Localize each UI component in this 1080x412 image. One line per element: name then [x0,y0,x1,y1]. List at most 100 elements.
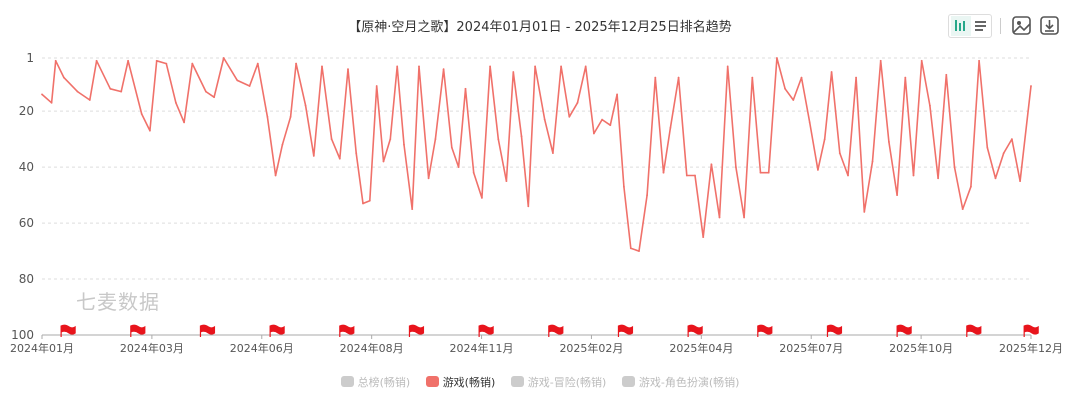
data-point [654,76,657,79]
data-point [312,155,315,157]
x-tick-label: 2024年06月 [230,341,294,355]
data-point [274,174,277,177]
data-point [205,90,207,93]
grid [42,57,1031,280]
list-icon[interactable] [971,15,991,37]
data-point [434,138,437,141]
data-point [396,65,399,68]
chart-title: 【原神·空月之歌】2024年01月01日 - 2025年12月25日排名趋势 [348,20,732,35]
data-point [1002,152,1005,155]
flag-icon [478,324,494,337]
data-point [222,57,225,59]
data-point [289,115,292,118]
data-point [759,171,762,174]
x-tick-label: 2025年07月 [779,341,843,355]
data-point [543,118,546,121]
data-point [355,152,358,155]
data-point [735,166,737,169]
data-point [961,208,964,211]
x-tick-label: 2024年11月 [450,341,514,355]
chart-view-toggle[interactable] [948,14,992,38]
flag-shape [339,324,355,337]
data-point [450,146,453,149]
data-point [175,101,177,104]
data-point [743,216,745,219]
flag-icon [826,324,843,337]
data-point [505,180,508,183]
data-point [726,65,729,68]
data-point [330,138,333,141]
data-point [213,96,216,99]
data-point [520,135,523,138]
legend: 总榜(畅销) 游戏(畅销) 游戏-冒险(畅销) 游戏-角色扮演(畅销) [0,374,1080,390]
data-point [776,57,778,59]
data-point [584,65,587,68]
legend-swatch [340,376,354,387]
data-point [382,160,385,163]
data-point [685,174,688,177]
data-point [534,65,536,68]
data-point [155,59,158,62]
image-icon[interactable] [1010,14,1036,38]
data-point [512,71,515,73]
flag-shape [757,324,773,337]
data-point [375,85,378,87]
data-point [710,163,713,166]
x-tick-label: 2024年01月 [10,341,74,355]
watermark: 七麦数据 [76,290,160,314]
flag-shape [826,324,843,337]
data-point [95,59,98,62]
data-point [281,143,284,146]
x-tick-label: 2025年10月 [889,341,953,355]
data-point [191,62,194,65]
data-point [986,146,989,149]
data-point [669,127,672,129]
data-point [896,194,898,197]
data-point [295,62,297,65]
data-point [879,59,882,62]
legend-item-adventure[interactable]: 游戏-冒险(畅销) [510,374,606,390]
legend-item-rpg[interactable]: 游戏-角色扮演(畅销) [621,374,739,390]
bar-chart-icon[interactable] [949,15,993,37]
data-point [817,169,819,171]
data-point [601,118,603,121]
legend-swatch [510,376,524,387]
data-point [888,141,890,143]
data-point [266,115,269,118]
x-tick-label: 2024年08月 [340,341,404,355]
download-icon[interactable] [1038,14,1064,38]
data-point [662,171,665,174]
y-axis: 1 20 40 60 80 100 [11,51,34,342]
flag-icon [548,324,564,337]
data-point [568,115,571,118]
data-point [576,101,579,104]
flag-shape [130,324,146,337]
data-point [1011,138,1013,141]
data-point [418,65,420,68]
data-point [411,208,414,211]
y-tick-label: 60 [19,216,34,230]
y-tick-label: 1 [26,51,34,65]
legend-item-overall[interactable]: 总榜(畅销) [340,374,410,390]
data-point [140,113,143,115]
data-point [808,121,811,124]
flag-icon [199,324,216,337]
data-point [994,177,997,180]
data-point [88,99,91,101]
data-point [472,171,475,174]
data-point [629,247,632,250]
flag-shape [617,324,634,337]
data-point [127,59,129,62]
data-point [321,65,323,68]
flag-icon [617,324,634,337]
data-point [929,104,931,107]
data-point [847,174,849,177]
flag-icon [130,324,146,337]
data-point [593,132,595,135]
flag-shape [478,324,494,337]
legend-label: 游戏(畅销) [442,376,496,389]
data-point [442,68,445,71]
legend-item-game[interactable]: 游戏(畅销) [425,374,496,390]
data-point [830,71,833,73]
